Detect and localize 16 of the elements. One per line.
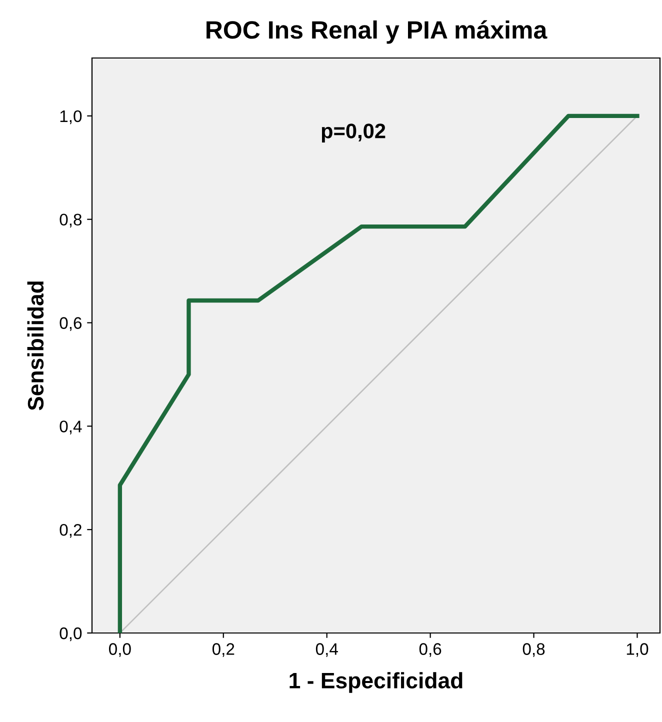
y-tick-label: 0,6 [60,317,82,331]
y-tick-label: 0,0 [60,627,82,642]
x-tick-label: 0,0 [109,643,131,657]
y-tick-label: 1,0 [60,110,82,124]
y-tick-label: 0,2 [60,524,82,538]
chart-title: ROC Ins Renal y PIA máxima [206,20,548,44]
y-tick-label: 0,4 [60,420,82,434]
x-tick-label: 0,8 [522,643,545,657]
x-tick-label: 1,0 [626,643,648,657]
x-tick-label: 0,2 [212,643,234,657]
annotation: p=0,02 [322,124,386,142]
x-axis-title: 1 - Especificidad [290,672,462,693]
y-tick-label: 0,8 [60,214,82,228]
x-tick-label: 0,4 [316,643,338,657]
x-tick-label: 0,6 [419,643,442,657]
y-axis-title: Sensibilidad [27,282,44,410]
